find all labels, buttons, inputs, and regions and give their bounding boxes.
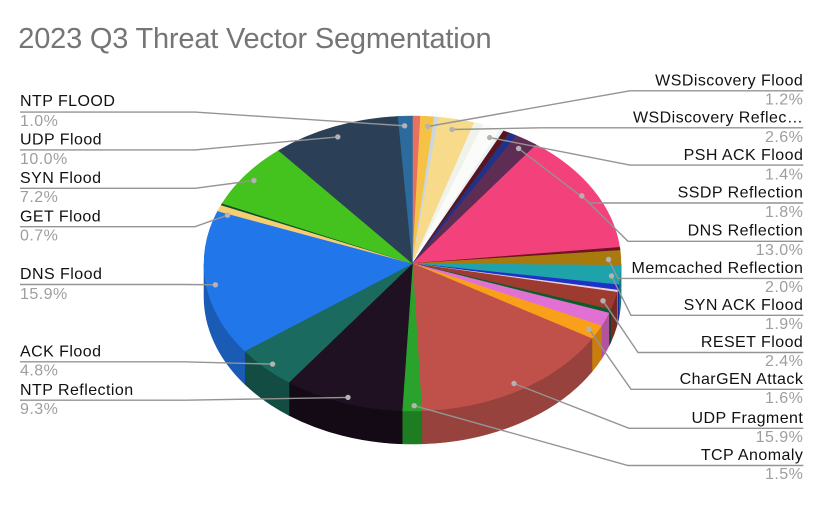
svg-text:DNS Flood: DNS Flood [20, 266, 102, 283]
svg-text:15.9%: 15.9% [20, 286, 68, 303]
svg-text:DNS Reflection: DNS Reflection [688, 223, 804, 240]
svg-text:4.8%: 4.8% [20, 363, 58, 380]
svg-text:1.9%: 1.9% [765, 316, 803, 333]
svg-text:2.0%: 2.0% [765, 279, 803, 296]
svg-text:10.0%: 10.0% [20, 151, 68, 168]
svg-text:SYN Flood: SYN Flood [20, 170, 101, 187]
svg-text:1.4%: 1.4% [765, 167, 803, 184]
svg-text:NTP Reflection: NTP Reflection [20, 382, 134, 399]
svg-text:UDP Flood: UDP Flood [20, 132, 102, 149]
svg-text:1.8%: 1.8% [765, 204, 803, 221]
svg-text:13.0%: 13.0% [756, 242, 804, 259]
svg-text:7.2%: 7.2% [20, 189, 58, 206]
svg-text:CharGEN Attack: CharGEN Attack [680, 371, 804, 388]
svg-text:1.0%: 1.0% [20, 113, 58, 130]
svg-text:SSDP Reflection: SSDP Reflection [678, 185, 804, 202]
svg-text:WSDiscovery Flood: WSDiscovery Flood [655, 73, 803, 90]
svg-text:RESET Flood: RESET Flood [701, 334, 803, 351]
svg-text:TCP Anomaly: TCP Anomaly [701, 447, 803, 464]
svg-text:2.6%: 2.6% [765, 129, 803, 146]
svg-text:UDP Fragment: UDP Fragment [691, 410, 803, 427]
svg-text:15.9%: 15.9% [756, 429, 804, 446]
svg-text:0.7%: 0.7% [20, 228, 58, 245]
svg-text:2.4%: 2.4% [765, 353, 803, 370]
svg-text:1.5%: 1.5% [765, 466, 803, 483]
svg-text:1.2%: 1.2% [765, 91, 803, 108]
svg-text:PSH ACK Flood: PSH ACK Flood [684, 147, 804, 164]
svg-text:ACK Flood: ACK Flood [20, 344, 101, 361]
svg-text:9.3%: 9.3% [20, 401, 58, 418]
svg-text:2023 Q3 Threat Vector Segmenta: 2023 Q3 Threat Vector Segmentation [18, 23, 491, 55]
svg-text:Memcached Reflection: Memcached Reflection [632, 260, 804, 277]
svg-text:NTP FLOOD: NTP FLOOD [20, 93, 115, 110]
svg-text:1.6%: 1.6% [765, 390, 803, 407]
svg-text:GET Flood: GET Flood [20, 208, 101, 225]
svg-text:WSDiscovery Reflec…: WSDiscovery Reflec… [633, 109, 803, 126]
svg-text:SYN ACK Flood: SYN ACK Flood [684, 297, 804, 314]
